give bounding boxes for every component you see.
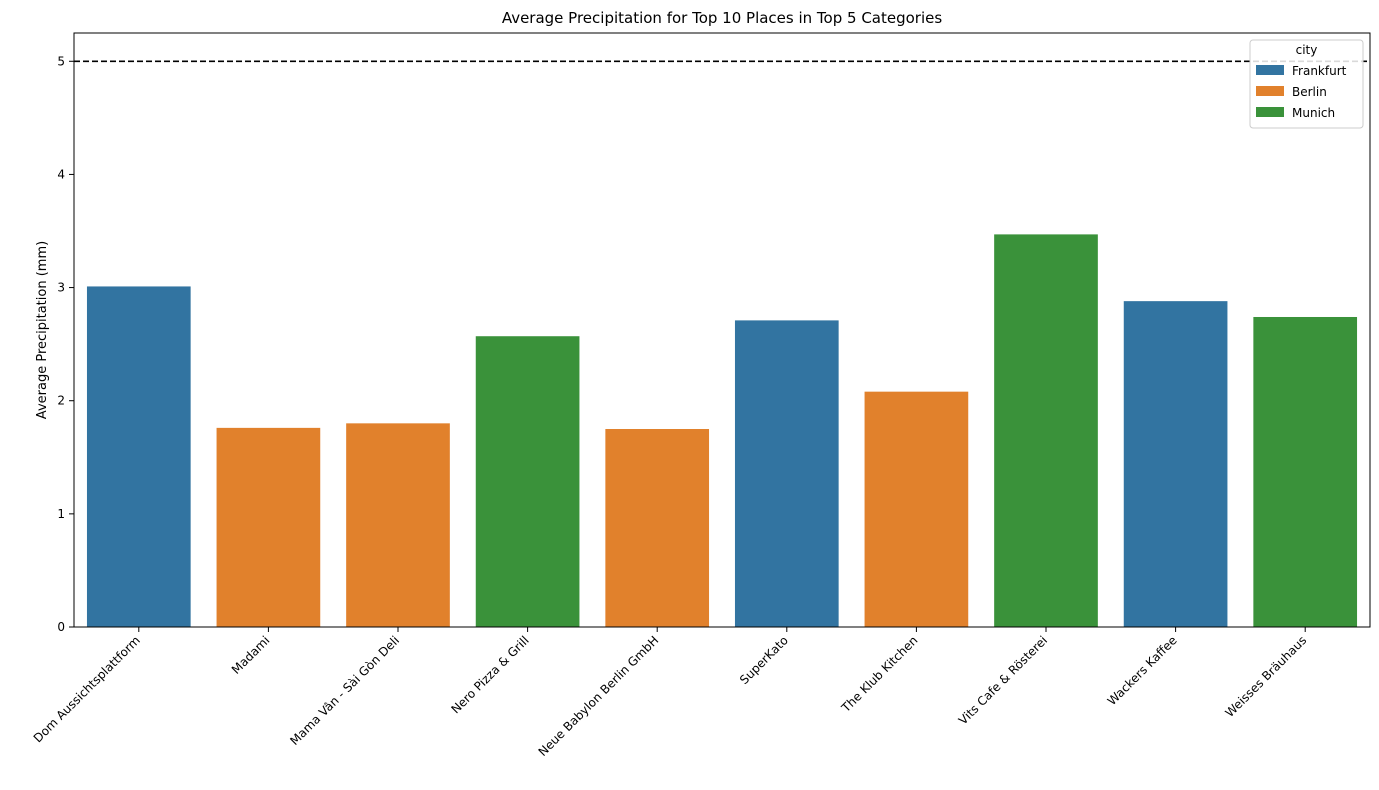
legend-label: Munich [1292,106,1335,120]
bar [1123,301,1228,627]
x-tick-label: Weisses Bräuhaus [1223,633,1310,720]
chart-title: Average Precipitation for Top 10 Places … [502,9,943,27]
x-tick-label: Vits Cafe & Rösterei [956,633,1050,727]
x-tick-label: Wackers Kaffee [1105,633,1180,708]
bars [86,234,1358,627]
x-tick-label: The Klub Kitchen [838,633,920,715]
legend-swatch [1256,86,1284,96]
bar [475,336,580,627]
bar [346,423,450,627]
bar [864,391,969,627]
bar [1253,316,1358,627]
bar [734,320,839,627]
x-tick-label: Mama Vân - Sài Gòn Deli [287,633,402,748]
legend-box [1249,39,1364,129]
x-tick-label: Madami [229,633,273,677]
x-tick-label: Dom Aussichtsplattform [31,633,143,745]
y-axis-label: Average Precipitation (mm) [35,241,50,419]
x-tick-label: Nero Pizza & Grill [449,633,532,716]
bar [605,429,710,627]
legend-title: city [1296,43,1318,57]
y-tick-label: 5 [57,54,65,68]
legend-swatch [1256,65,1284,75]
bar [994,234,1098,627]
y-tick-label: 3 [57,281,65,295]
plot-frame [73,32,1371,628]
legend-label: Frankfurt [1292,64,1347,78]
x-tick-label: SuperKato [737,633,791,687]
y-tick-label: 1 [57,507,65,521]
x-tick-label: Neue Babylon Berlin GmbH [536,633,662,759]
y-tick-label: 0 [57,620,65,634]
legend: city Frankfurt Berlin Munich [1249,39,1364,129]
y-tick-label: 2 [57,394,65,408]
y-axis: 0 1 2 3 4 5 [57,54,74,634]
bar [86,286,191,627]
bar [216,427,321,627]
x-axis: Dom Aussichtsplattform Madami Mama Vân - S… [31,627,1310,759]
legend-swatch [1256,107,1284,117]
legend-label: Berlin [1292,85,1327,99]
y-tick-label: 4 [57,167,65,181]
